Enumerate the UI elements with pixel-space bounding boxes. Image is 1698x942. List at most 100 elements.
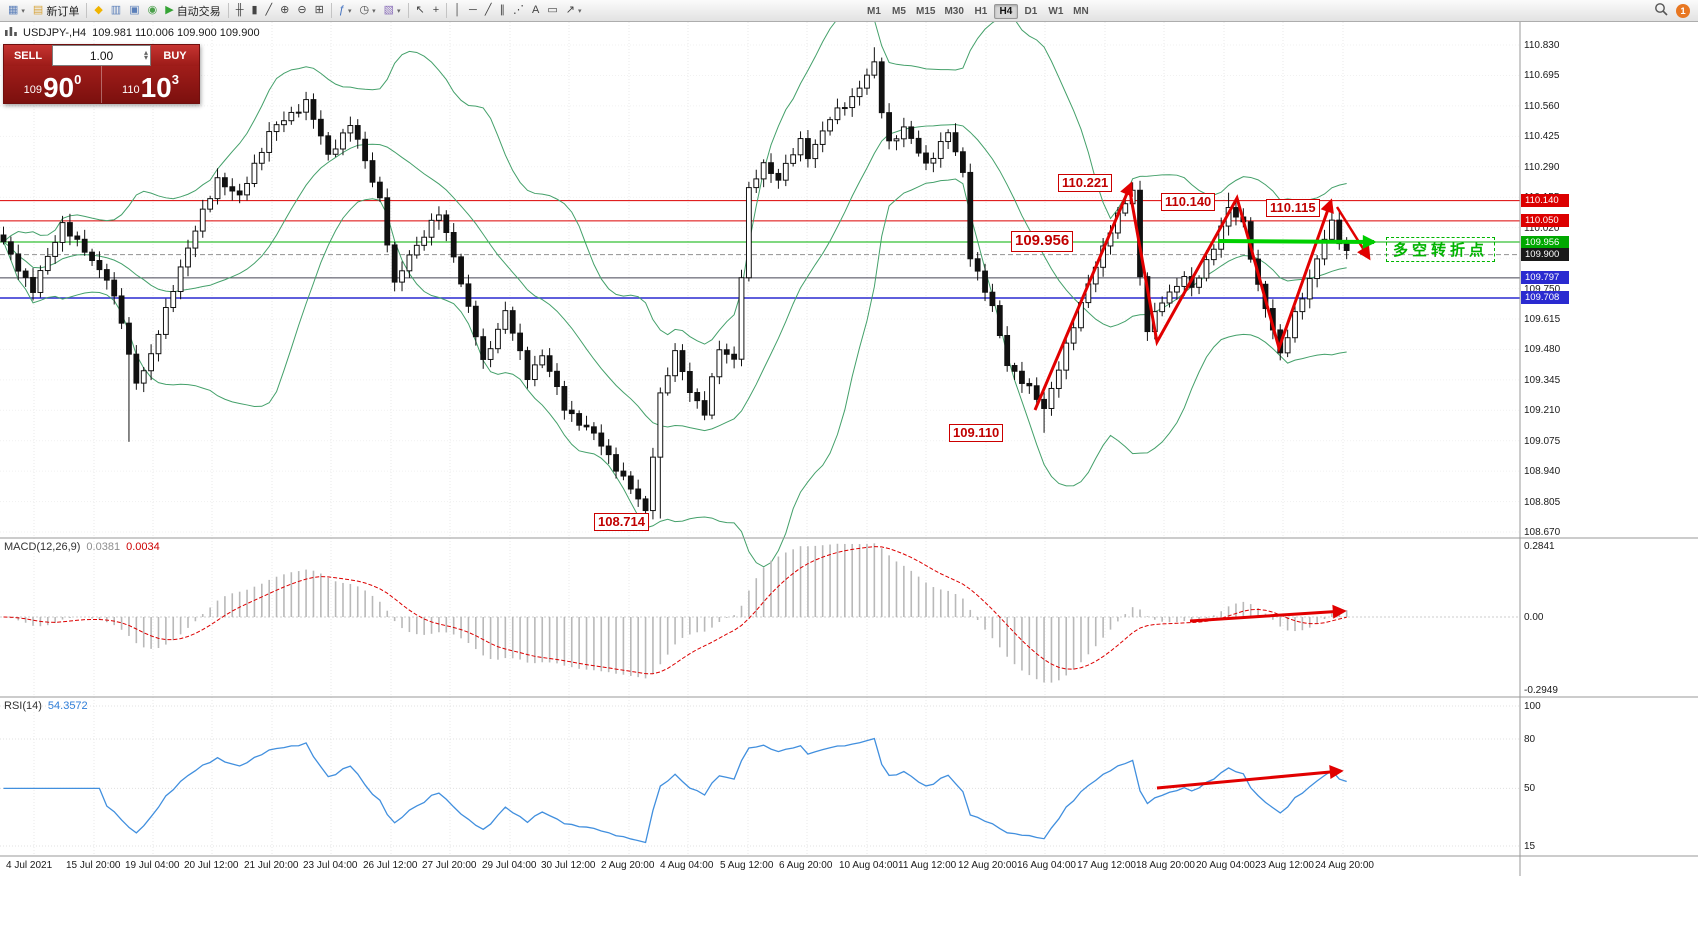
buy-price[interactable]: 110 10 3 (102, 66, 199, 103)
periods-menu-icon: ◷ (359, 4, 370, 16)
zoom-out-icon[interactable]: ⊖ (293, 4, 310, 17)
price-axis-label: 110.425 (1524, 131, 1560, 143)
price-scale-badge: 109.956 (1521, 235, 1569, 249)
rsi-axis-label: 80 (1524, 733, 1536, 745)
spinner-down-icon[interactable]: ▾ (143, 52, 148, 62)
cursor-tool[interactable]: ↖ (412, 4, 429, 17)
data-window-icon[interactable]: ▣ (125, 4, 143, 17)
spinner-up-icon[interactable]: ▴ (143, 47, 148, 57)
chart-window-icon (5, 26, 17, 39)
price-callout: 110.115 (1266, 199, 1320, 218)
caret-down-icon: ▾ (372, 7, 376, 15)
timeframe-m30-button[interactable]: M30 (944, 5, 964, 17)
data-window-icon-icon: ▣ (129, 4, 140, 16)
price-axis-label: 110.830 (1524, 40, 1560, 51)
crosshair-tool[interactable]: + (429, 4, 443, 17)
label-tool-icon: ▭ (547, 4, 558, 16)
buy-price-main: 10 (140, 71, 172, 103)
navigator-icon-icon: ◉ (147, 4, 158, 16)
timeframe-bar: M1 M5 M15 M30 H1 H4 D1 W1 MN (862, 0, 1093, 22)
timeframe-h4-button[interactable]: H4 (993, 3, 1018, 19)
new-order-button[interactable]: ▤ 新订单 (29, 2, 83, 20)
label-tool[interactable]: ▭ (543, 4, 561, 17)
rsi-line (3, 737, 1347, 844)
horizontal-line-tool[interactable]: ─ (465, 4, 481, 17)
time-axis-label: 20 Aug 04:00 (1196, 860, 1255, 871)
market-watch-icon[interactable]: ▥ (107, 4, 125, 17)
toolbar-right: 1 (1654, 0, 1690, 22)
arrows-tool[interactable]: ↗ ▾ (562, 4, 586, 17)
time-axis-label: 6 Aug 20:00 (779, 860, 833, 871)
timeframe-m5-button[interactable]: M5 (892, 5, 906, 17)
new-order-button-icon: ▤ (32, 4, 44, 16)
favorites-icon-icon: ◆ (94, 4, 103, 16)
lot-size-input[interactable]: 1.00 ▴ ▾ (52, 45, 151, 66)
macd-name: MACD(12,26,9) (4, 541, 81, 553)
sell-price-main: 90 (42, 71, 75, 103)
time-axis-label: 19 Jul 04:00 (125, 860, 180, 871)
timeframe-m15-button[interactable]: M15 (916, 5, 936, 17)
timeframe-m1-button[interactable]: M1 (867, 5, 881, 17)
timeframe-d1-button[interactable]: D1 (1024, 5, 1038, 17)
sell-price[interactable]: 109 90 0 (4, 66, 102, 103)
text-tool[interactable]: A (528, 4, 543, 17)
rsi-axis-label: 15 (1524, 841, 1536, 852)
auto-trading-button-icon: ▶ (165, 4, 174, 16)
trendline-tool[interactable]: ╱ (481, 4, 496, 17)
new-chart-button-icon: ▦ (8, 4, 19, 16)
time-axis-label: 12 Aug 20:00 (958, 860, 1017, 871)
timeframe-w1-button[interactable]: W1 (1048, 5, 1064, 17)
caret-down-icon: ▾ (347, 7, 352, 15)
macd-value-2: 0.0034 (126, 541, 160, 553)
vertical-line-tool[interactable]: │ (450, 4, 465, 17)
time-axis-label: 17 Aug 12:00 (1077, 860, 1136, 871)
zoom-in-icon-icon: ⊕ (280, 4, 290, 16)
timeframe-mn-button[interactable]: MN (1073, 5, 1089, 17)
templates-menu[interactable]: ▧ ▾ (380, 4, 405, 17)
price-scale-badge: 110.050 (1521, 214, 1569, 228)
fibonacci-tool[interactable]: ⋰ (509, 4, 528, 17)
bar-chart-mode-icon[interactable]: ╫ (232, 4, 248, 17)
toolbar-separator (227, 3, 229, 18)
auto-trading-button[interactable]: ▶ 自动交易 (161, 2, 224, 20)
search-icon[interactable] (1654, 2, 1668, 21)
tile-windows-icon[interactable]: ⊞ (311, 4, 328, 17)
fibonacci-tool-icon: ⋰ (512, 4, 524, 16)
sell-price-prefix: 109 (23, 84, 42, 96)
grid (0, 22, 1520, 856)
time-axis-label: 24 Aug 20:00 (1315, 860, 1374, 871)
price-callout: 110.221 (1058, 174, 1113, 193)
new-chart-button[interactable]: ▦ ▾ (4, 4, 29, 17)
macd-histogram (10, 543, 1348, 683)
toolbar-separator (446, 3, 448, 18)
time-axis-label: 23 Aug 12:00 (1255, 860, 1314, 871)
periods-menu[interactable]: ◷ ▾ (355, 4, 379, 17)
buy-button[interactable]: BUY (151, 45, 199, 66)
zoom-out-icon-icon: ⊖ (297, 4, 307, 16)
macd-axis-label: 0.2841 (1524, 541, 1555, 552)
tile-windows-icon-icon: ⊞ (314, 4, 324, 16)
time-axis-label: 10 Aug 04:00 (839, 860, 898, 871)
turning-point-note: 多空转折点 (1386, 237, 1496, 262)
price-axis-label: 109.480 (1524, 344, 1561, 356)
favorites-icon[interactable]: ◆ (90, 4, 106, 17)
time-axis-label: 15 Jul 20:00 (66, 860, 121, 871)
new-order-button-label: 新订单 (46, 5, 80, 18)
price-callout: 108.714 (594, 513, 649, 532)
zoom-in-icon[interactable]: ⊕ (276, 4, 293, 17)
text-tool-icon: A (531, 4, 540, 16)
timeframe-h1-button[interactable]: H1 (974, 5, 988, 17)
indicators-menu[interactable]: ƒ ▾ (335, 4, 356, 17)
candlestick-mode-icon[interactable]: ▮ (247, 4, 261, 17)
toolbar-separator (330, 3, 332, 18)
notification-badge[interactable]: 1 (1676, 4, 1690, 18)
navigator-icon[interactable]: ◉ (144, 4, 162, 17)
macd-label: MACD(12,26,9) 0.0381 0.0034 (4, 541, 160, 553)
channel-tool[interactable]: ∥ (495, 4, 509, 17)
lot-spinner[interactable]: ▴ ▾ (144, 46, 148, 65)
price-axis-label: 110.290 (1524, 161, 1560, 173)
sell-button[interactable]: SELL (4, 45, 52, 66)
line-chart-mode-icon[interactable]: ╱ (262, 4, 277, 17)
arrows-tool-icon: ↗ (565, 4, 575, 16)
